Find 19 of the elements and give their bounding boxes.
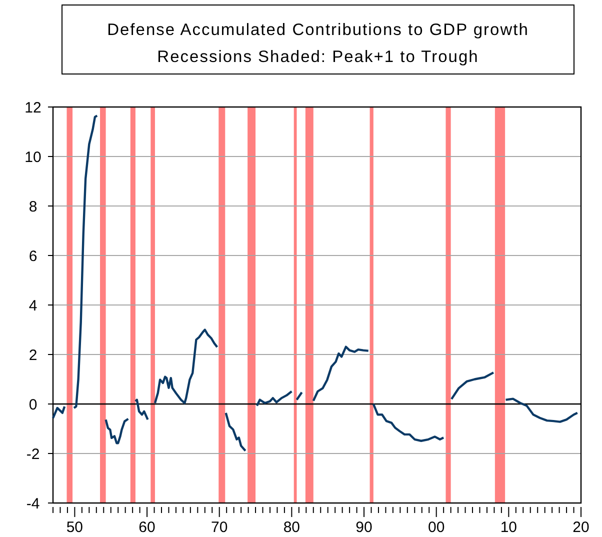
x-tick-label: 70 — [211, 519, 228, 536]
y-tick-label: 0 — [28, 396, 38, 414]
y-tick-label: -4 — [26, 495, 40, 512]
y-tick-label: 6 — [28, 248, 38, 265]
y-tick-label: 12 — [24, 99, 42, 116]
x-tick-label: 10 — [500, 519, 518, 536]
y-tick-label: 2 — [28, 346, 38, 364]
x-tick-label: 80 — [283, 519, 300, 536]
x-tick-label: 90 — [356, 519, 372, 536]
chart-title: Defense Accumulated Contributions to GDP growth — [107, 21, 529, 39]
y-tick-label: -2 — [26, 446, 40, 463]
x-tick-label: 00 — [428, 519, 445, 536]
x-tick-label: 60 — [138, 519, 156, 536]
x-tick-label: 20 — [572, 519, 590, 536]
chart-subtitle: Recessions Shaded: Peak+1 to Trough — [157, 48, 479, 66]
y-tick-label: 4 — [28, 297, 38, 314]
x-tick-label: 50 — [66, 519, 84, 536]
y-tick-label: 10 — [24, 148, 42, 166]
y-tick-label: 8 — [28, 198, 38, 216]
